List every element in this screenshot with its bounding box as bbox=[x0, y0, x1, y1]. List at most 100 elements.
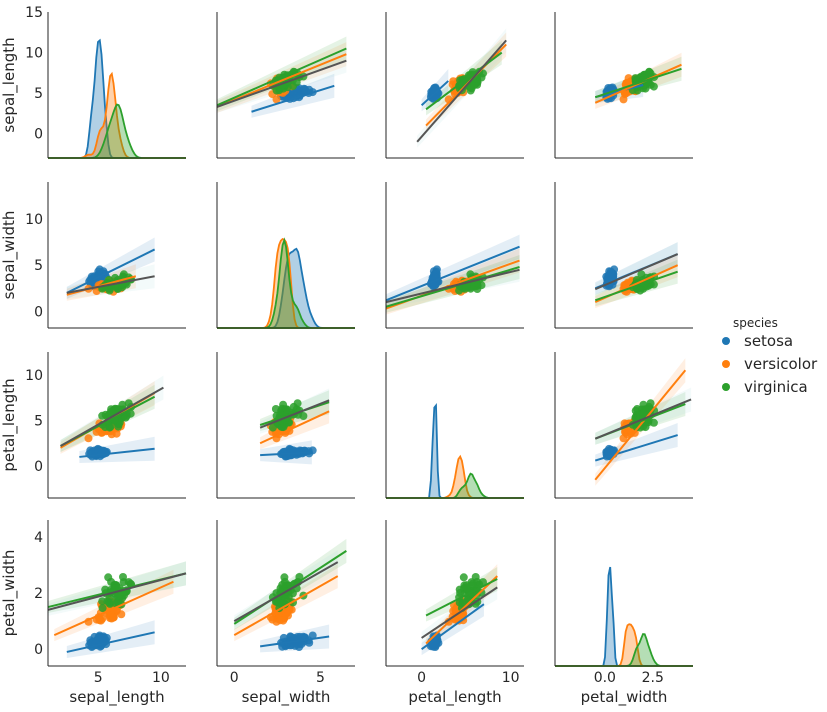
y-axis-label: sepal_width bbox=[0, 211, 19, 300]
kde-versicolor bbox=[386, 454, 524, 499]
point-virginica bbox=[282, 405, 291, 414]
regression-line bbox=[385, 268, 520, 304]
panel-petal_length-vs-sepal_width bbox=[216, 352, 355, 499]
point-versicolor bbox=[95, 616, 104, 625]
regression-line bbox=[60, 386, 164, 447]
x-tick-label: 0 bbox=[230, 670, 239, 686]
point-virginica bbox=[471, 599, 480, 608]
y-tick-label: 0 bbox=[34, 459, 43, 475]
regression-line bbox=[425, 575, 498, 645]
legend-marker-versicolor bbox=[722, 360, 730, 368]
point-virginica bbox=[462, 584, 471, 593]
point-virginica bbox=[468, 68, 477, 77]
regression-line bbox=[425, 578, 498, 617]
point-setosa bbox=[94, 267, 103, 276]
regression-line bbox=[421, 586, 498, 639]
point-virginica bbox=[126, 409, 135, 418]
point-virginica bbox=[105, 593, 114, 602]
regression-line bbox=[216, 59, 347, 108]
point-virginica bbox=[119, 573, 127, 581]
y-tick-label: 5 bbox=[34, 258, 43, 274]
x-tick-label: 10 bbox=[152, 670, 170, 686]
regression-line bbox=[259, 410, 330, 445]
regression-line bbox=[216, 47, 347, 107]
point-virginica bbox=[462, 282, 471, 291]
legend-label-virginica: virginica bbox=[744, 378, 808, 396]
panel-sepal_length-vs-sepal_width bbox=[216, 12, 355, 159]
point-virginica bbox=[98, 604, 107, 613]
y-axis-label: sepal_length bbox=[0, 37, 19, 132]
point-virginica bbox=[646, 399, 655, 408]
kde-virginica bbox=[217, 237, 355, 329]
kde-sepal_length bbox=[48, 38, 186, 159]
point-virginica bbox=[268, 423, 277, 432]
regression-line bbox=[66, 275, 155, 294]
regression-line bbox=[79, 447, 155, 458]
kde-versicolor bbox=[555, 623, 693, 667]
x-axis-label: sepal_length bbox=[69, 688, 164, 707]
regression-line bbox=[233, 561, 339, 622]
kde-petal_length bbox=[386, 403, 524, 499]
y-tick-label: 5 bbox=[34, 413, 43, 429]
panel-sepal_length-vs-sepal_length: 0 5 10 15 sepal_length bbox=[0, 5, 186, 159]
regression-line bbox=[259, 399, 330, 429]
regression-line bbox=[66, 631, 155, 653]
point-setosa bbox=[304, 447, 313, 456]
point-virginica bbox=[105, 423, 114, 432]
point-virginica bbox=[288, 589, 297, 598]
y-tick-label: 0 bbox=[34, 642, 43, 658]
regression-line bbox=[425, 51, 503, 111]
panel-petal_width-vs-sepal_width: 0 5 sepal_width bbox=[216, 520, 355, 707]
x-tick-label: 0.0 bbox=[594, 670, 616, 686]
panel-sepal_length-vs-petal_length bbox=[385, 12, 524, 159]
regression-line bbox=[216, 53, 347, 108]
y-tick-label: 0 bbox=[34, 304, 43, 320]
panel-sepal_length-vs-petal_width bbox=[554, 12, 693, 159]
panel-sepal_width-vs-petal_width bbox=[554, 182, 693, 329]
panel-petal_length-vs-sepal_length: 0 5 10 petal_length bbox=[0, 352, 186, 499]
panel-sepal_width-vs-sepal_width bbox=[216, 182, 355, 329]
legend-marker-virginica bbox=[722, 383, 730, 391]
regression-line bbox=[259, 635, 330, 648]
point-setosa bbox=[279, 633, 288, 642]
panel-petal_length-vs-petal_width bbox=[554, 352, 693, 499]
point-versicolor bbox=[282, 609, 291, 618]
regression-line bbox=[594, 398, 692, 440]
point-virginica bbox=[636, 286, 645, 295]
regression-line bbox=[233, 575, 339, 636]
point-virginica bbox=[645, 68, 654, 77]
ci-band bbox=[386, 234, 520, 307]
legend-title: species bbox=[733, 316, 778, 330]
point-virginica bbox=[293, 399, 302, 408]
x-axis-label: petal_length bbox=[408, 688, 501, 707]
regression-line bbox=[421, 603, 485, 650]
panel-sepal_width-vs-sepal_length: 0 5 10 sepal_width bbox=[0, 182, 186, 329]
regression-line bbox=[66, 248, 156, 294]
point-virginica bbox=[455, 286, 464, 295]
regression-line bbox=[260, 451, 312, 457]
legend-label-setosa: setosa bbox=[744, 332, 793, 350]
point-virginica bbox=[459, 573, 468, 582]
regression-line bbox=[594, 253, 679, 291]
x-tick-label: 10 bbox=[502, 670, 520, 686]
y-tick-label: 15 bbox=[25, 5, 43, 21]
legend-marker-setosa bbox=[722, 337, 730, 345]
regression-line bbox=[594, 369, 687, 481]
point-virginica bbox=[106, 408, 115, 416]
point-virginica bbox=[105, 286, 114, 295]
point-virginica bbox=[636, 423, 645, 432]
y-tick-label: 0 bbox=[34, 127, 43, 143]
point-virginica bbox=[631, 406, 640, 415]
regression-line bbox=[385, 245, 520, 302]
y-tick-label: 10 bbox=[25, 368, 43, 384]
x-tick-label: 0 bbox=[417, 670, 426, 686]
point-versicolor bbox=[109, 613, 118, 622]
panel-sepal_width-vs-petal_length bbox=[385, 182, 524, 329]
panel-petal_length-vs-petal_length bbox=[385, 352, 524, 499]
kde-petal_width bbox=[555, 566, 693, 667]
point-versicolor bbox=[276, 616, 285, 625]
point-setosa bbox=[430, 634, 439, 642]
regression-line bbox=[251, 84, 335, 113]
